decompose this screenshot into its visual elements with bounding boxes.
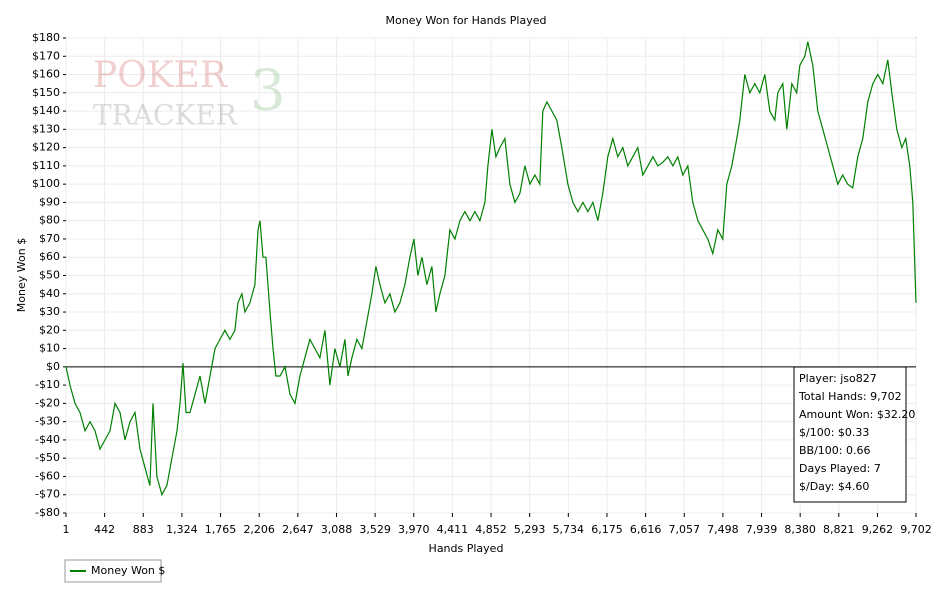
y-tick-label: $180 <box>32 31 60 44</box>
y-tick-label: -$40 <box>35 433 60 446</box>
x-tick-label: 9,262 <box>862 523 894 536</box>
y-tick-label: -$70 <box>35 488 60 501</box>
x-tick-label: 4,411 <box>437 523 469 536</box>
y-tick-label: $10 <box>39 342 60 355</box>
y-tick-label: -$10 <box>35 378 60 391</box>
data-line <box>65 41 917 497</box>
legend <box>64 559 162 583</box>
y-tick-label: $60 <box>39 250 60 263</box>
y-tick-label: $90 <box>39 195 60 208</box>
watermark-text: TRACKER <box>93 99 238 132</box>
x-tick-label: 7,939 <box>746 523 778 536</box>
y-tick-label: $110 <box>32 159 60 172</box>
y-tick-label: $150 <box>32 86 60 99</box>
x-tick-label: 1,324 <box>166 523 198 536</box>
stats-frame <box>793 366 907 503</box>
y-tick-label: $140 <box>32 104 60 117</box>
y-tick-label: $50 <box>39 269 60 282</box>
y-tick-label: -$50 <box>35 451 60 464</box>
legend-label: Money Won $ <box>91 564 165 577</box>
y-tick-label: $160 <box>32 68 60 81</box>
y-tick-label: -$20 <box>35 396 60 409</box>
stats-line: BB/100: 0.66 <box>799 444 871 457</box>
x-tick-label: 3,088 <box>321 523 353 536</box>
watermark-text: 3 <box>250 59 286 124</box>
x-axis-label: Hands Played <box>429 542 504 555</box>
stats-line: $/Day: $4.60 <box>799 480 869 493</box>
stats-line: Days Played: 7 <box>799 462 881 475</box>
x-tick-label: 8,380 <box>784 523 816 536</box>
x-tick-label: 1,765 <box>205 523 237 536</box>
x-tick-label: 5,293 <box>514 523 546 536</box>
watermark-text: POKER <box>93 55 228 96</box>
y-tick-label: -$30 <box>35 415 60 428</box>
y-tick-label: $40 <box>39 287 60 300</box>
stats-line: Player: jso827 <box>799 372 877 385</box>
y-tick-label: $170 <box>32 49 60 62</box>
x-tick-label: 6,616 <box>630 523 662 536</box>
x-tick-label: 2,647 <box>282 523 314 536</box>
x-tick-label: 8,821 <box>823 523 855 536</box>
y-axis-label: Money Won $ <box>15 238 28 312</box>
x-tick-label: 3,970 <box>398 523 430 536</box>
stats-box: Player: jso827 Total Hands: 9,702 Amount W… <box>793 366 915 503</box>
y-tick-label: $130 <box>32 122 60 135</box>
y-tick-label: $120 <box>32 141 60 154</box>
stats-line: $/100: $0.33 <box>799 426 869 439</box>
y-tick-label: $100 <box>32 177 60 190</box>
y-tick-label: -$60 <box>35 469 60 482</box>
y-tick-label: $0 <box>46 360 60 373</box>
watermark: POKER TRACKER 3 <box>93 55 286 132</box>
x-tick-label: 7,498 <box>707 523 739 536</box>
y-tick-label: $20 <box>39 323 60 336</box>
x-tick-label: 883 <box>133 523 154 536</box>
x-tick-label: 6,175 <box>591 523 623 536</box>
x-tick-label: 4,852 <box>475 523 507 536</box>
chart-title: Money Won for Hands Played <box>386 14 547 27</box>
y-tick-label: $30 <box>39 305 60 318</box>
stats-line: Total Hands: 9,702 <box>798 390 902 403</box>
x-tick-label: 3,529 <box>359 523 391 536</box>
y-tick-label: -$80 <box>35 506 60 519</box>
stats-line: Amount Won: $32.20 <box>799 408 915 421</box>
x-tick-label: 5,734 <box>553 523 585 536</box>
x-tick-label: 7,057 <box>668 523 700 536</box>
x-tick-label: 442 <box>94 523 115 536</box>
y-tick-label: $80 <box>39 214 60 227</box>
x-tick-label: 9,702 <box>900 523 932 536</box>
x-tick-label: 2,206 <box>243 523 275 536</box>
y-tick-label: $70 <box>39 232 60 245</box>
x-tick-label: 1 <box>63 523 70 536</box>
